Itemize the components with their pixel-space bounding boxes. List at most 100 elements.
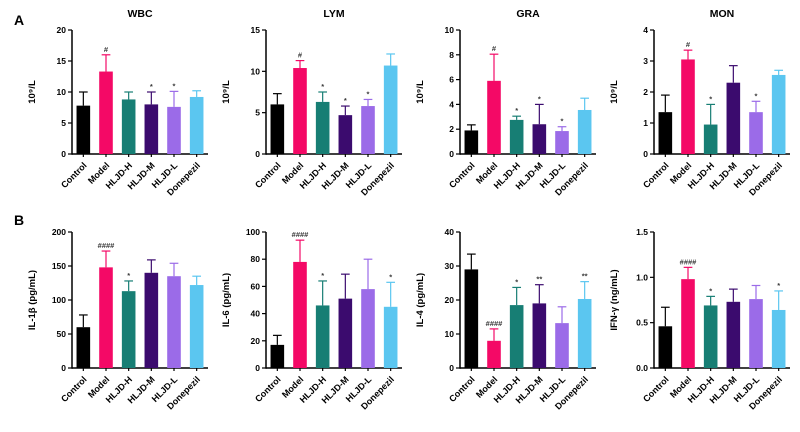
- bar-hljd-m: [144, 272, 159, 368]
- bar-control: [658, 112, 673, 154]
- y-tick-label: 15: [251, 25, 261, 35]
- y-axis-label: IFN-γ (ng/mL): [609, 269, 620, 330]
- y-tick-label: 5: [61, 118, 66, 128]
- chart-title: LYM: [323, 8, 344, 20]
- bar-hljd-m: [144, 104, 159, 154]
- bar-donepezil: [771, 309, 786, 368]
- y-axis-label: IL-4 (pg/mL): [415, 273, 426, 327]
- bar-hljd-m: [532, 303, 547, 368]
- chart-svg-gra: GRA024681010⁹/LControl#Model*HLJD-H*HLJD…: [415, 8, 596, 197]
- bar-donepezil: [189, 285, 204, 368]
- bar-control: [270, 344, 285, 368]
- significance-marker: *: [777, 281, 780, 290]
- bar-control: [76, 327, 91, 368]
- y-tick-label: 4: [643, 25, 648, 35]
- significance-marker: *: [367, 89, 370, 98]
- y-tick-label: 10: [57, 87, 67, 97]
- bar-control: [76, 105, 91, 154]
- bar-hljd-l: [167, 106, 181, 154]
- y-tick-label: 100: [246, 227, 260, 237]
- chart-panel-il4: 0 10 20 30 40 IL-4 (pg/mL) Control #### Model * HL…: [412, 218, 604, 430]
- y-tick-label: 10: [445, 25, 455, 35]
- bar-model: [487, 340, 501, 368]
- significance-marker: *: [344, 96, 347, 105]
- bar-hljd-l: [555, 131, 569, 154]
- y-tick-label: 5: [255, 108, 260, 118]
- y-tick-label: 40: [251, 309, 261, 319]
- bar-model: [681, 59, 695, 155]
- y-tick-label: 0: [449, 363, 454, 373]
- chart-svg-lym: LYM05101510⁹/LControl#Model*HLJD-H*HLJD-…: [221, 8, 402, 197]
- y-tick-label: 10: [251, 66, 261, 76]
- bar-hljd-l: [555, 323, 569, 368]
- bar-donepezil: [577, 298, 592, 368]
- y-tick-label: 60: [251, 281, 261, 291]
- chart-panel-lym: LYM 0 5 10 15 10⁹/L Control # Model * HLJD-H * HLJD-…: [218, 4, 410, 216]
- chart-panel-mon: MON 0 1 2 3 4 10⁹/L Control # Model * HLJD-H HLJD-M *…: [606, 4, 798, 216]
- chart-title: WBC: [127, 8, 152, 20]
- chart-panel-il6: 0 20 40 60 80 100 IL-6 (pg/mL) Control #### Model…: [218, 218, 410, 430]
- significance-marker: *: [389, 272, 392, 281]
- bar-hljd-m: [726, 82, 741, 154]
- y-tick-label: 0: [61, 363, 66, 373]
- y-axis-label: 10⁹/L: [609, 80, 620, 104]
- bar-hljd-l: [361, 289, 375, 368]
- bar-hljd-l: [361, 106, 375, 154]
- bar-hljd-l: [749, 112, 763, 154]
- chart-svg-mon: MON0123410⁹/LControl#Model*HLJD-HHLJD-M*…: [609, 8, 790, 197]
- bar-model: [99, 267, 113, 368]
- x-tick-label: Control: [253, 160, 283, 190]
- significance-marker: *: [538, 94, 541, 103]
- y-tick-label: 20: [251, 336, 261, 346]
- significance-marker: *: [321, 271, 324, 280]
- chart-row-a: WBC 0 5 10 15 20 10⁹/L Control # Model HLJD-H * HLJD…: [24, 4, 798, 216]
- bar-hljd-h: [315, 101, 330, 154]
- bar-hljd-l: [167, 276, 181, 368]
- significance-marker: **: [536, 275, 542, 284]
- y-tick-label: 0.0: [636, 363, 648, 373]
- y-tick-label: 20: [57, 25, 67, 35]
- y-tick-label: 1.0: [636, 272, 648, 282]
- chart-row-b: 0 50 100 150 200 IL-1β (pg/mL) Control #### Mode…: [24, 218, 798, 430]
- panel-label-a: A: [14, 12, 25, 28]
- y-axis-label: IL-1β (pg/mL): [27, 270, 38, 330]
- bar-hljd-h: [121, 99, 136, 154]
- y-tick-label: 100: [52, 295, 66, 305]
- y-tick-label: 50: [57, 329, 67, 339]
- x-tick-label: Control: [641, 160, 671, 190]
- y-tick-label: 0.5: [636, 318, 648, 328]
- significance-marker: ####: [292, 230, 310, 239]
- bar-donepezil: [577, 109, 592, 154]
- significance-marker: **: [582, 272, 588, 281]
- y-tick-label: 10: [445, 329, 455, 339]
- significance-marker: ####: [486, 319, 504, 328]
- y-tick-label: 3: [643, 56, 648, 66]
- y-tick-label: 2: [449, 124, 454, 134]
- bar-control: [464, 269, 479, 368]
- panel-label-b: B: [14, 212, 25, 228]
- bar-hljd-m: [532, 124, 547, 154]
- y-tick-label: 200: [52, 227, 66, 237]
- y-tick-label: 0: [449, 149, 454, 159]
- bar-model: [681, 279, 695, 368]
- bar-donepezil: [383, 65, 398, 154]
- y-tick-label: 40: [445, 227, 455, 237]
- y-tick-label: 1.5: [636, 227, 648, 237]
- y-tick-label: 4: [449, 99, 454, 109]
- bar-hljd-h: [509, 305, 524, 368]
- y-tick-label: 1: [643, 118, 648, 128]
- chart-title: MON: [710, 8, 735, 20]
- y-tick-label: 0: [643, 149, 648, 159]
- y-tick-label: 2: [643, 87, 648, 97]
- bar-hljd-l: [749, 299, 763, 368]
- y-tick-label: 20: [445, 295, 455, 305]
- bar-model: [293, 261, 307, 368]
- bar-hljd-m: [338, 298, 353, 368]
- y-tick-label: 0: [61, 149, 66, 159]
- significance-marker: #: [298, 51, 303, 60]
- significance-marker: *: [709, 286, 712, 295]
- significance-marker: *: [515, 106, 518, 115]
